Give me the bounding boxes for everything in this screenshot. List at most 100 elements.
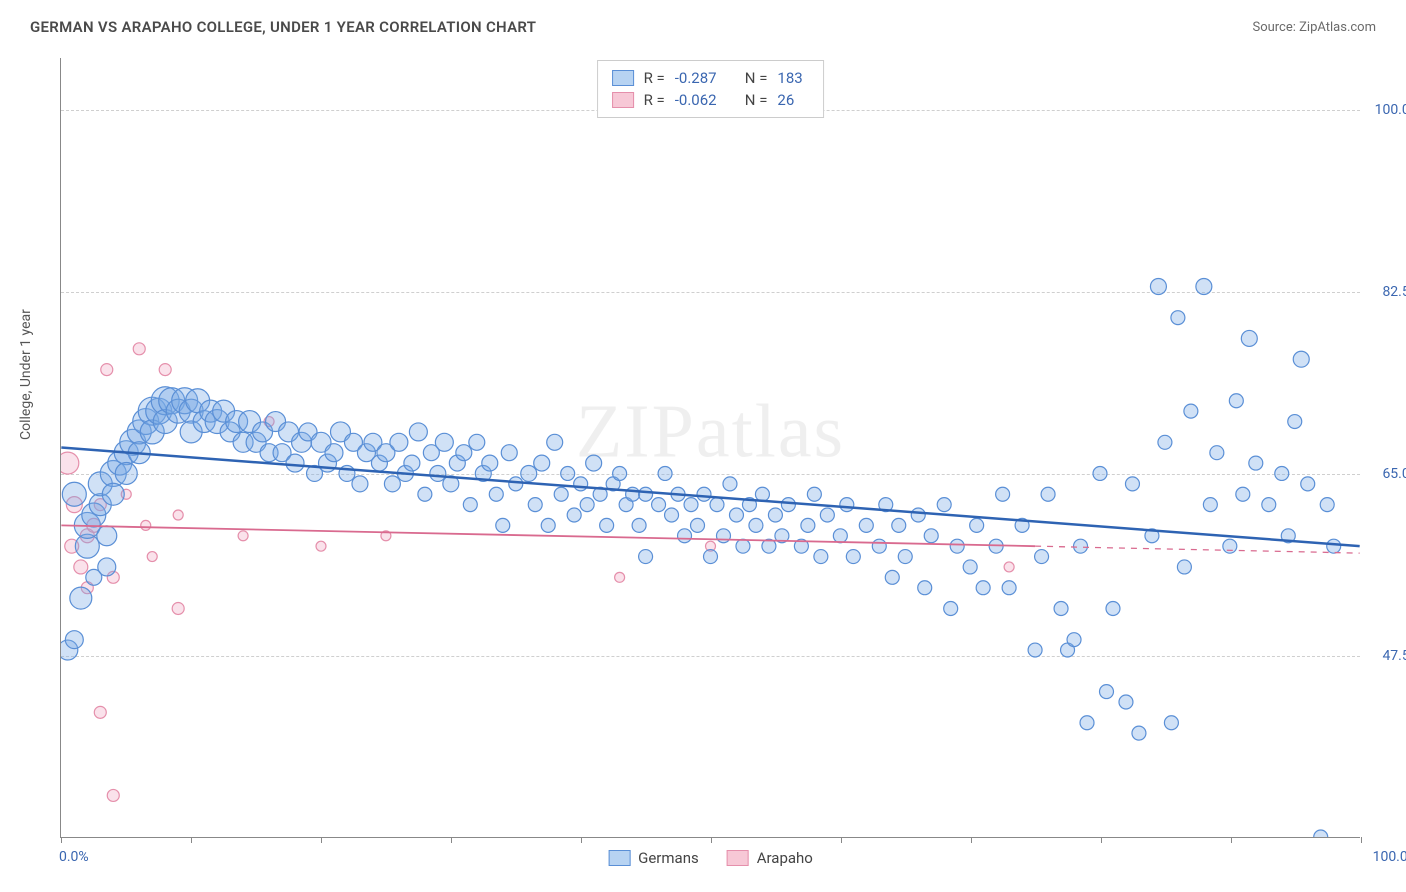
data-point [435,433,453,451]
data-point [521,465,537,481]
data-point [723,477,737,491]
xtick [971,837,972,843]
data-point [820,508,834,522]
data-point [567,508,581,522]
xtick [321,837,322,843]
xtick [1361,837,1362,843]
data-point [554,487,568,501]
data-point [859,518,873,532]
data-point [970,518,984,532]
data-point [141,520,151,530]
data-point [615,572,625,582]
data-point [749,518,763,532]
data-point [1080,716,1094,730]
data-point [159,364,171,376]
data-point [352,476,368,492]
data-point [115,462,137,484]
data-point [710,498,724,512]
data-point [833,529,847,543]
legend-swatch [608,850,630,866]
legend-series-label: Germans [638,849,699,867]
data-point [1132,726,1146,740]
data-point [509,477,523,491]
data-point [65,631,83,649]
legend-swatch [612,92,634,108]
data-point [924,529,938,543]
data-point [1236,487,1250,501]
legend-series-item: Germans [608,849,699,867]
data-point [684,498,698,512]
legend-r-value: -0.287 [675,69,727,87]
legend-row: R = -0.062 N = 26 [612,89,810,111]
data-point [1125,477,1139,491]
data-point [704,550,718,564]
data-point [418,487,432,501]
data-point [1229,394,1243,408]
data-point [898,550,912,564]
data-point [918,581,932,595]
data-point [678,529,692,543]
data-point [963,560,977,574]
data-point [316,541,326,551]
legend-n-label: N = [745,69,768,87]
chart-title: GERMAN VS ARAPAHO COLLEGE, UNDER 1 YEAR … [30,18,536,36]
data-point [1301,477,1315,491]
xtick [1231,837,1232,843]
data-point [173,510,183,520]
data-point [61,452,79,474]
legend-series: Germans Arapaho [608,849,813,867]
data-point [1164,716,1178,730]
data-point [639,550,653,564]
data-point [102,483,124,505]
data-point [944,602,958,616]
data-point [697,487,711,501]
data-point [814,550,828,564]
legend-row: R = -0.287 N = 183 [612,67,810,89]
data-point [1004,562,1014,572]
data-point [496,518,510,532]
data-point [1320,498,1334,512]
data-point [911,508,925,522]
legend-correlation: R = -0.287 N = 183 R = -0.062 N = 26 [597,60,825,118]
data-point [613,466,627,480]
data-point [1327,539,1341,553]
legend-series-item: Arapaho [727,849,813,867]
data-point [846,550,860,564]
xtick [191,837,192,843]
data-point [807,487,821,501]
data-point [1106,602,1120,616]
data-point [94,706,106,718]
data-point [1288,415,1302,429]
data-point [1158,435,1172,449]
data-point [561,466,575,480]
data-point [469,434,485,450]
data-point [1184,404,1198,418]
legend-series-label: Arapaho [757,849,813,867]
y-axis-label: College, Under 1 year [18,309,34,440]
data-point [101,364,113,376]
data-point [716,529,730,543]
data-point [801,518,815,532]
legend-n-value: 183 [777,69,809,87]
data-point [1275,466,1289,480]
trend-line [61,448,1359,547]
data-point [665,508,679,522]
data-point [691,518,705,532]
data-point [489,487,503,501]
source-label: Source: ZipAtlas.com [1252,20,1376,35]
data-point [1028,643,1042,657]
data-point [1067,633,1081,647]
legend-r-label: R = [644,91,665,109]
data-point [147,552,157,562]
xaxis-max-label: 100.0% [1373,849,1406,865]
data-point [755,487,769,501]
data-point [74,560,88,574]
data-point [409,423,427,441]
data-point [541,518,555,532]
data-point [1262,498,1276,512]
data-point [580,498,594,512]
data-point [1074,539,1088,553]
data-point [1100,685,1114,699]
data-point [98,558,116,576]
data-point [1054,602,1068,616]
